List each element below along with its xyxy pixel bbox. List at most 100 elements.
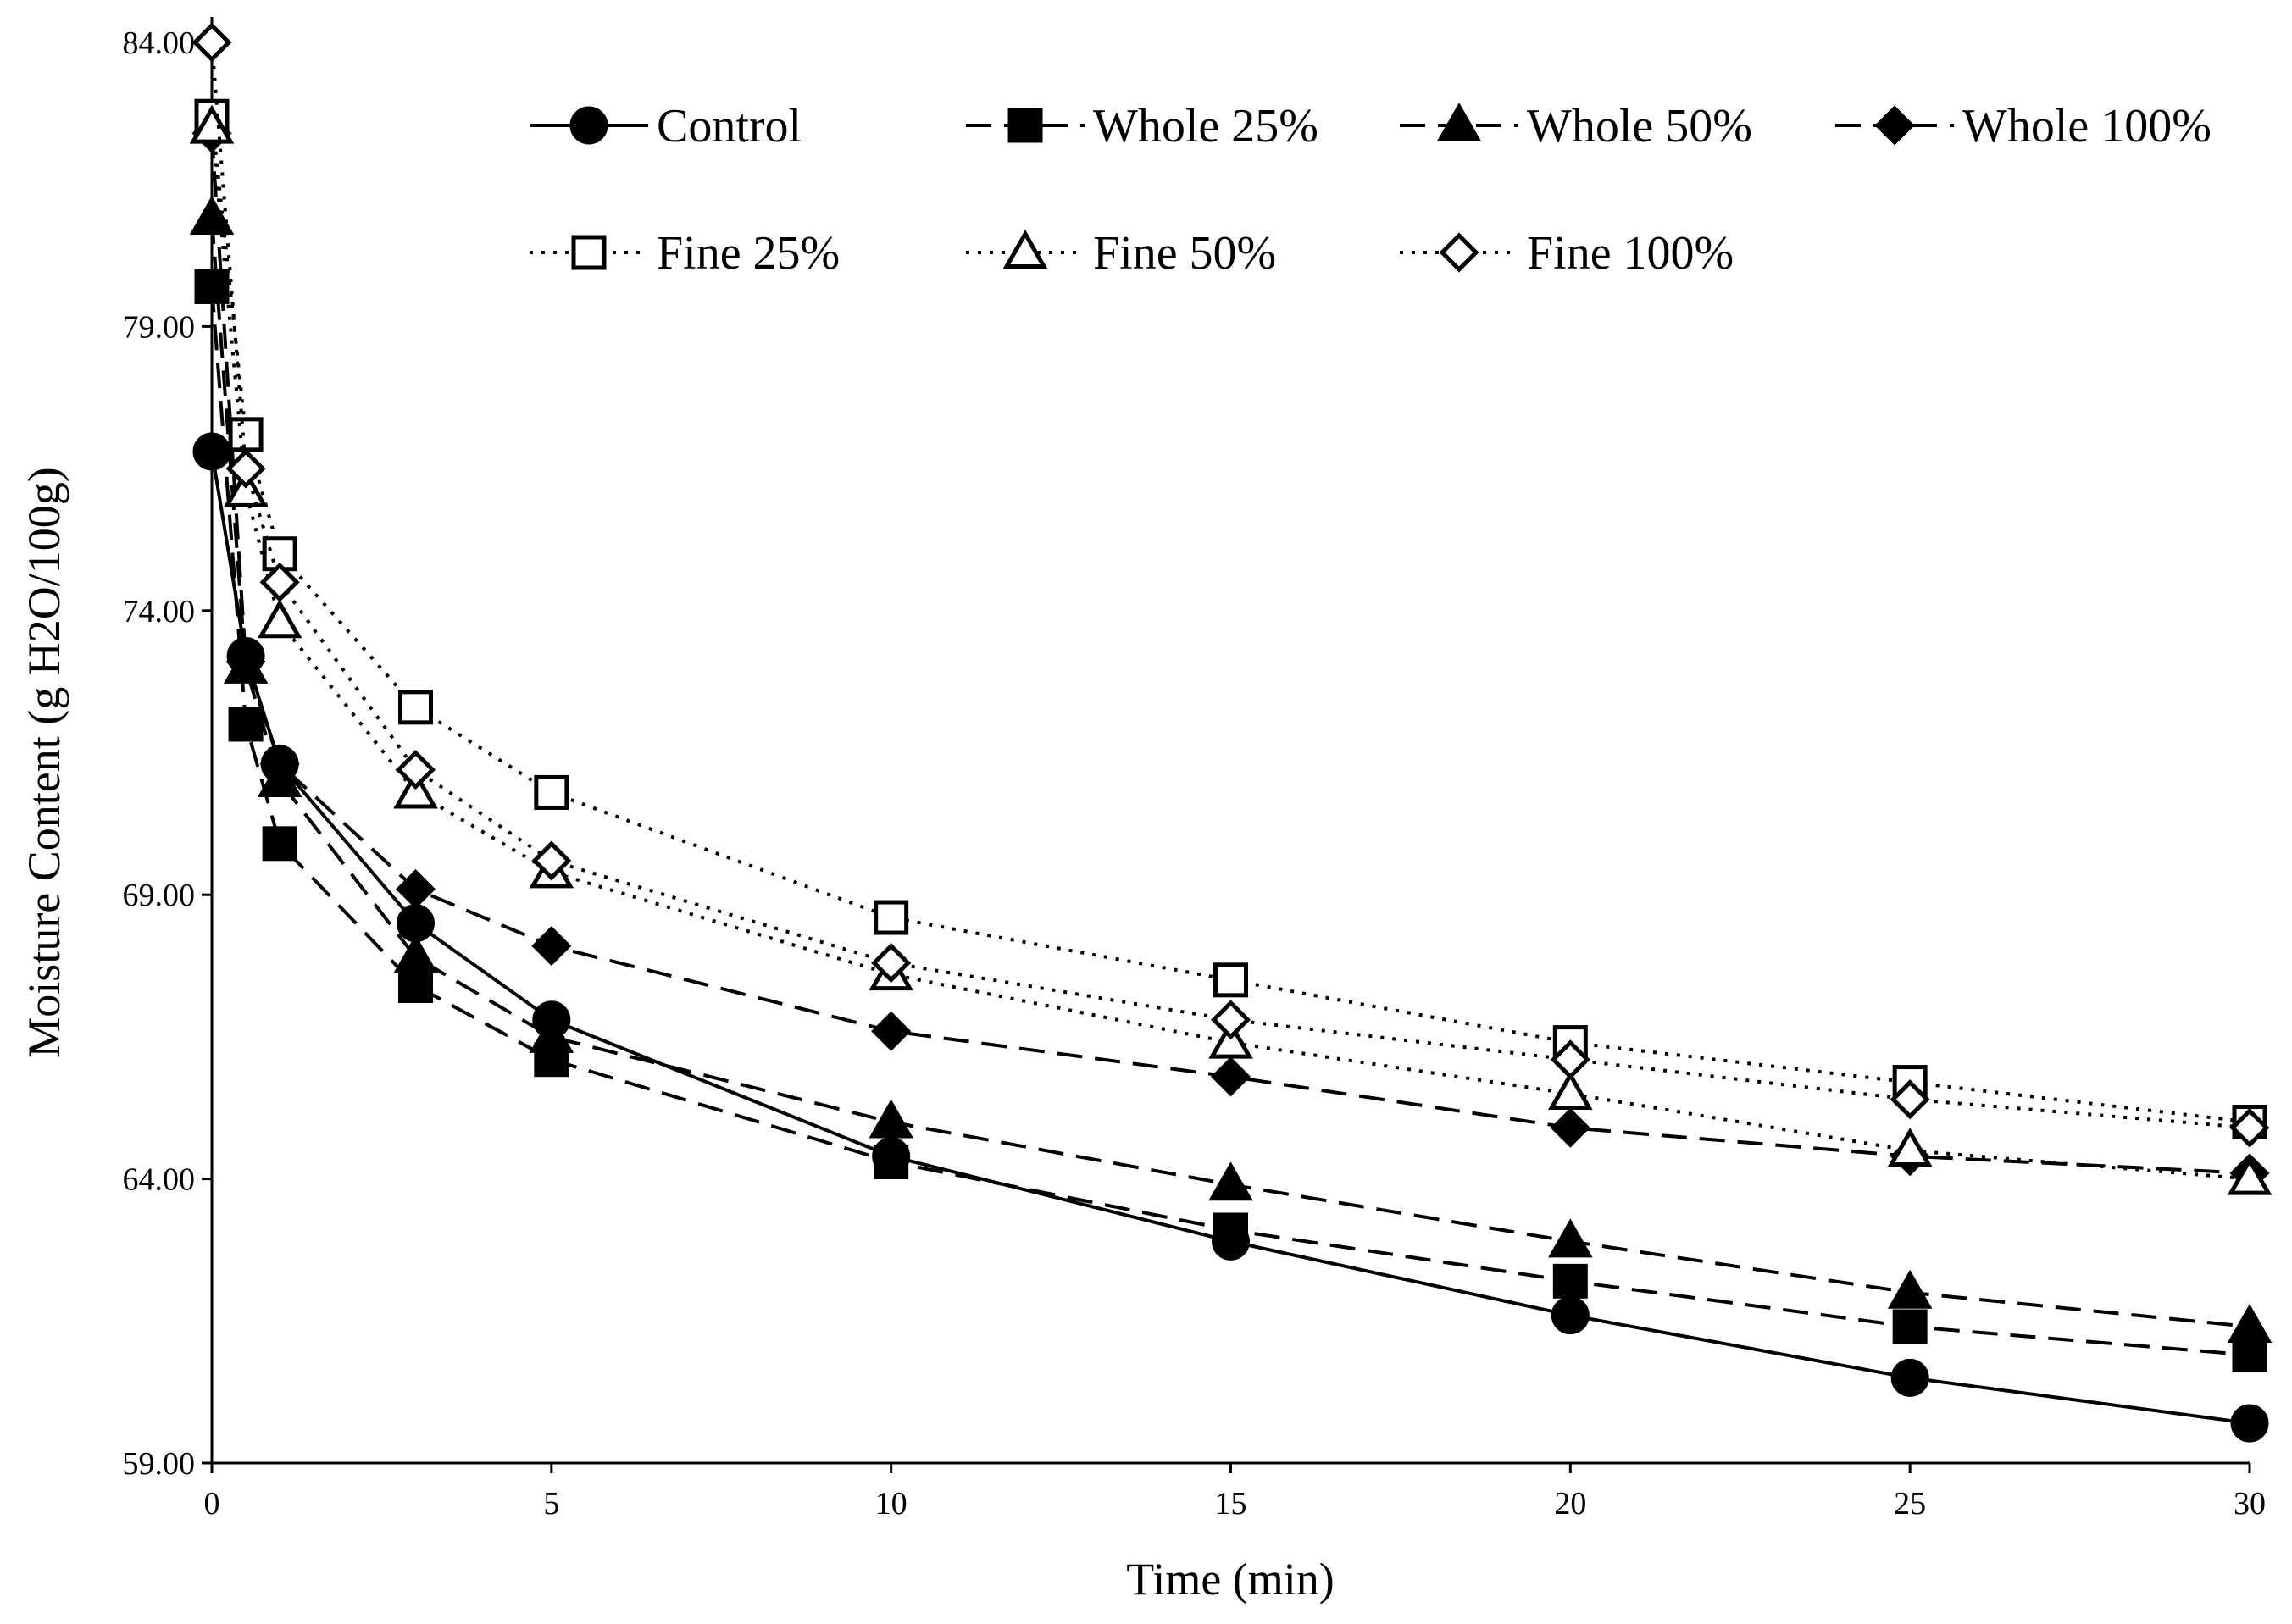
x-tick-label: 25 xyxy=(1894,1486,1926,1521)
data-point xyxy=(395,868,436,910)
x-tick-label: 10 xyxy=(875,1486,907,1521)
y-tick-label: 79.00 xyxy=(123,309,196,345)
data-point xyxy=(1890,1358,1929,1397)
series-1 xyxy=(194,269,2267,1373)
x-tick-label: 30 xyxy=(2234,1486,2266,1521)
data-point xyxy=(871,943,912,984)
data-point xyxy=(1890,1079,1930,1120)
data-point xyxy=(259,744,300,784)
data-point xyxy=(871,1011,912,1051)
series-5 xyxy=(189,104,2273,1195)
x-tick-label: 20 xyxy=(1554,1486,1586,1521)
data-point xyxy=(2230,1404,2269,1443)
series-line xyxy=(210,286,2250,1357)
data-point xyxy=(869,1099,913,1139)
data-point xyxy=(228,417,264,452)
data-point xyxy=(398,968,433,1004)
data-point xyxy=(1550,1107,1590,1148)
legend-label: Whole 100% xyxy=(1962,100,2212,152)
data-point xyxy=(531,926,572,967)
legend-entry: Whole 50% xyxy=(1400,100,1752,152)
series-line xyxy=(210,451,2250,1426)
legend-label: Control xyxy=(657,100,802,152)
data-point xyxy=(189,195,235,235)
legend-marker xyxy=(571,235,607,270)
data-point xyxy=(191,22,232,63)
data-point xyxy=(1887,1269,1933,1309)
legend-entry: Fine 50% xyxy=(966,227,1276,280)
legend-label: Fine 50% xyxy=(1093,227,1276,280)
legend-entry: Control xyxy=(530,100,802,152)
data-point xyxy=(1551,1296,1590,1335)
y-tick-label: 64.00 xyxy=(123,1162,196,1198)
data-point xyxy=(393,934,438,973)
data-point xyxy=(259,562,300,602)
data-point xyxy=(393,769,438,809)
legend-marker xyxy=(1439,232,1479,273)
data-point xyxy=(262,826,297,862)
data-point xyxy=(189,104,235,144)
series-0 xyxy=(192,432,2269,1443)
y-tick-label: 84.00 xyxy=(123,25,196,61)
series-line xyxy=(210,115,2250,1124)
data-point xyxy=(2227,1156,2273,1195)
series-line xyxy=(210,218,2250,1328)
axes: 59.00 64.00 69.00 74.00 79.00 84.00 0 5 10 15 20 25… xyxy=(123,17,2266,1521)
y-axis-title: Moisture Content (g H2O/100g) xyxy=(19,467,69,1057)
data-point xyxy=(2229,1107,2270,1148)
legend-entry: Fine 25% xyxy=(530,227,840,280)
legend-marker xyxy=(1002,229,1048,269)
data-point xyxy=(225,641,266,682)
legend-marker xyxy=(569,106,608,145)
data-point xyxy=(874,1144,909,1179)
legend-marker xyxy=(1436,102,1482,141)
data-point xyxy=(2232,1338,2267,1373)
legend-entry: Fine 100% xyxy=(1400,227,1734,280)
y-tick-label: 69.00 xyxy=(123,878,196,913)
data-point xyxy=(257,599,302,639)
series-line xyxy=(210,42,2250,1130)
legend-label: Whole 50% xyxy=(1527,100,1752,152)
x-tick-label: 0 xyxy=(204,1486,220,1521)
legend-entry: Whole 25% xyxy=(966,100,1318,152)
data-point xyxy=(395,750,436,790)
data-point xyxy=(223,468,269,507)
series-line xyxy=(210,133,2250,1175)
x-tick-label: 15 xyxy=(1215,1486,1247,1521)
data-point xyxy=(531,840,572,881)
data-point xyxy=(225,448,266,489)
data-point xyxy=(1213,1212,1248,1248)
data-point xyxy=(228,707,264,742)
series-2 xyxy=(189,195,2273,1344)
legend-label: Fine 25% xyxy=(657,227,840,280)
data-point xyxy=(1552,1263,1588,1299)
data-point xyxy=(1892,1309,1928,1344)
y-tick-label: 74.00 xyxy=(123,594,196,629)
data-point xyxy=(398,690,433,725)
data-point xyxy=(1210,1000,1251,1040)
x-axis-title: Time (min) xyxy=(1126,1554,1335,1605)
data-point xyxy=(2227,1303,2273,1344)
data-point xyxy=(874,900,909,935)
legend-label: Whole 25% xyxy=(1093,100,1318,152)
legend-entry: Whole 100% xyxy=(1835,100,2212,152)
legend: Control Whole 25% Whole 50% Whole 100% Fine … xyxy=(530,100,2212,280)
legend-marker xyxy=(1007,108,1043,143)
data-point xyxy=(1887,1128,1933,1167)
data-point xyxy=(534,774,569,810)
y-tick-label: 59.00 xyxy=(123,1446,196,1482)
data-point xyxy=(1208,1161,1253,1201)
legend-marker xyxy=(1874,105,1915,146)
series-6 xyxy=(191,22,2270,1148)
data-point xyxy=(1550,1039,1590,1080)
data-point xyxy=(1208,1019,1253,1059)
data-point xyxy=(1548,1070,1593,1110)
data-point xyxy=(1213,962,1248,998)
series-layer xyxy=(189,22,2273,1443)
data-point xyxy=(529,1013,574,1053)
data-point xyxy=(1210,1056,1251,1097)
data-point xyxy=(1548,1218,1593,1258)
legend-label: Fine 100% xyxy=(1527,227,1734,280)
x-tick-label: 5 xyxy=(543,1486,559,1521)
